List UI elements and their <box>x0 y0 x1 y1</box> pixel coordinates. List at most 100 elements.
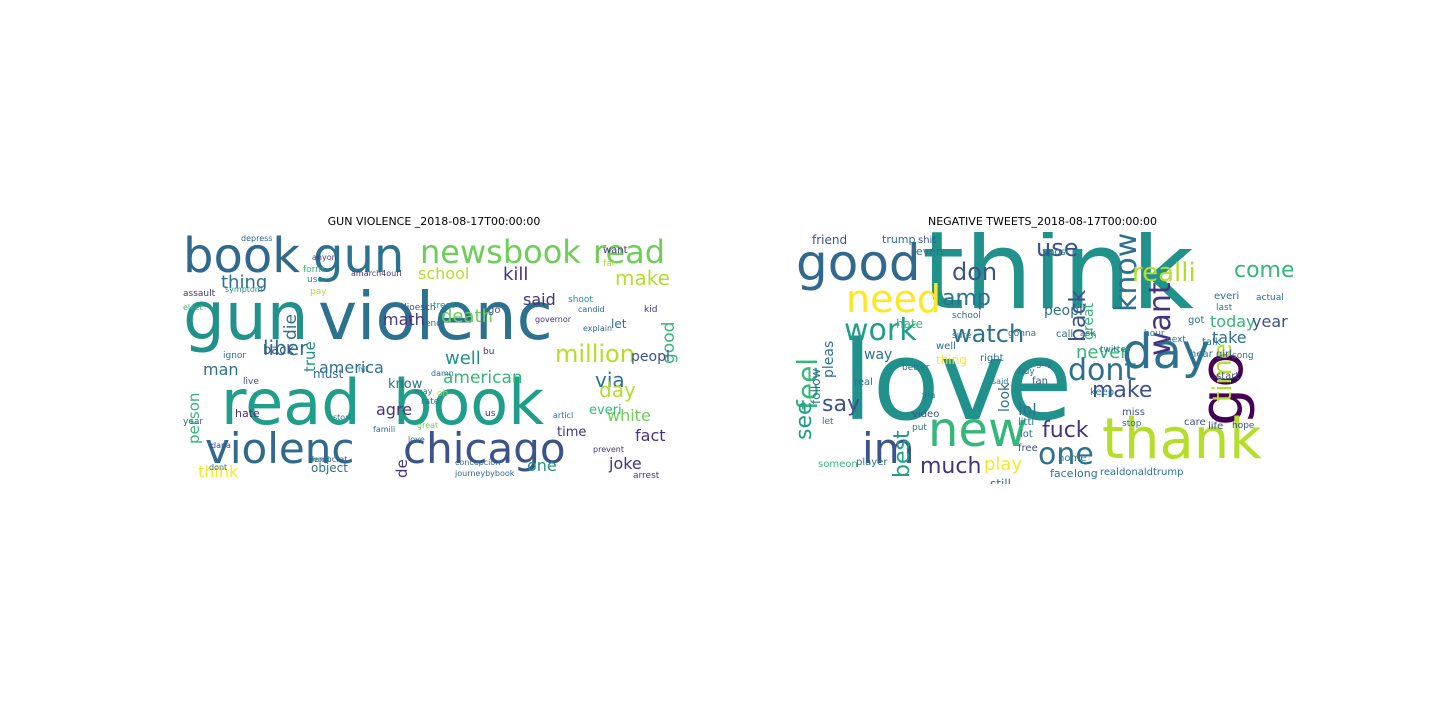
cloud-word: right <box>980 353 1004 364</box>
cloud-word: hope <box>1232 421 1255 431</box>
cloud-word: governor <box>535 315 572 324</box>
cloud-word: girl <box>1216 349 1233 360</box>
cloud-word: prevent <box>593 445 624 454</box>
cloud-word: talk <box>1202 337 1221 348</box>
cloud-word: articl <box>553 411 574 420</box>
cloud-word: one <box>1038 437 1094 472</box>
cloud-word: democrat <box>309 455 348 464</box>
cloud-word: journeybybook <box>455 469 515 478</box>
cloud-word: love <box>408 435 425 444</box>
cloud-word: joke <box>609 454 642 473</box>
cloud-word: everi <box>1214 291 1240 302</box>
cloud-word: lot <box>1020 429 1033 440</box>
cloud-word: depress <box>241 234 273 243</box>
cloud-word: stori <box>333 413 351 422</box>
cloud-word: us <box>485 409 496 419</box>
cloud-word: pleas <box>821 340 837 378</box>
cloud-word: way <box>864 347 893 363</box>
cloud-word: much <box>920 454 982 479</box>
cloud-word: realli <box>1132 258 1196 288</box>
cloud-word: pay <box>310 287 327 297</box>
cloud-word: real <box>854 377 873 388</box>
cloud-word: sure <box>952 331 972 341</box>
cloud-word: know <box>388 377 423 392</box>
cloud-word: well <box>936 341 956 352</box>
cloud-word: great <box>417 421 439 430</box>
cloud-word: face <box>1050 467 1074 480</box>
cloud-word: im <box>862 424 915 473</box>
cloud-word: back <box>263 343 294 358</box>
cloud-word: candid <box>578 305 605 314</box>
cloud-word: need <box>846 277 941 321</box>
cloud-word: good <box>796 234 921 292</box>
cloud-word: use <box>1036 234 1079 262</box>
cloud-word: watch <box>952 320 1025 348</box>
cloud-word: amp <box>942 286 991 311</box>
cloud-word: math <box>383 310 425 329</box>
cloud-word: amarch4ourl <box>351 269 402 278</box>
cloud-word: year <box>183 417 204 427</box>
cloud-word: ask <box>1080 329 1096 339</box>
cloud-word: america <box>319 358 384 377</box>
cloud-word: peopl <box>631 349 670 365</box>
cloud-word: via <box>595 368 625 392</box>
cloud-word: anyon <box>312 253 337 262</box>
cloud-word: make <box>615 266 670 290</box>
cloud-word: hour <box>1144 329 1165 339</box>
cloud-word: guy <box>1036 359 1053 369</box>
cloud-word: next <box>1166 335 1186 345</box>
cloud-word: everi <box>589 403 622 418</box>
cloud-word: use <box>307 275 323 285</box>
cloud-word: fuck <box>1042 418 1089 443</box>
cloud-word: twitter <box>1100 345 1130 355</box>
cloud-word: million <box>555 340 635 368</box>
cloud-word: death <box>441 306 493 327</box>
cloud-word: may <box>415 387 433 396</box>
cloud-word: got <box>1188 315 1205 326</box>
cloud-word: explain <box>583 324 613 333</box>
cloud-word: read <box>221 366 361 439</box>
cloud-word: long <box>1074 467 1098 480</box>
cloud-word: let <box>611 317 627 331</box>
cloud-word: white <box>607 406 651 425</box>
cloud-word: start <box>1216 371 1240 382</box>
cloud-word: object <box>311 461 348 475</box>
gun-violence-wordcloud: book gun newsbook read gun violenc read … <box>183 232 685 484</box>
cloud-word: put <box>912 423 927 433</box>
cloud-word: said <box>992 377 1009 386</box>
cloud-word: even <box>916 245 944 258</box>
cloud-word: dioesch <box>401 303 436 313</box>
cloud-word: love <box>842 317 1073 445</box>
cloud-word: peopl <box>1044 303 1083 319</box>
cloud-word: new <box>928 402 1028 458</box>
cloud-word: look <box>997 382 1013 412</box>
cloud-word: gonna <box>1008 329 1037 339</box>
cloud-word: don <box>952 258 998 286</box>
right-wordcloud-title: NEGATIVE TWEETS_2018-08-17T00:00:00 <box>927 215 1158 228</box>
cloud-word: let <box>822 417 834 427</box>
cloud-word: live <box>243 377 259 387</box>
cloud-word: go <box>488 305 501 316</box>
cloud-word: free <box>1018 443 1038 454</box>
cloud-word: see <box>792 401 817 440</box>
cloud-word: gun <box>183 278 309 355</box>
cloud-word: day <box>1122 324 1211 380</box>
cloud-word: end <box>425 319 442 329</box>
cloud-word: school <box>952 311 981 321</box>
cloud-word: thing <box>221 272 268 293</box>
cloud-word: fan <box>1032 376 1048 387</box>
cloud-word: damn <box>431 369 454 378</box>
cloud-word: de <box>393 459 411 478</box>
cloud-word: school <box>418 264 470 283</box>
cloud-word: still <box>990 477 1011 484</box>
cloud-word: newsbook <box>420 233 581 271</box>
cloud-word: shit <box>918 235 937 246</box>
cloud-word: rate <box>421 397 440 407</box>
cloud-word: dont <box>209 463 228 472</box>
cloud-word: stop <box>1122 419 1142 429</box>
cloud-word: song <box>1232 351 1254 361</box>
cloud-word: trump <box>882 233 916 246</box>
cloud-word: take <box>1212 328 1247 347</box>
cloud-word: buy <box>1018 367 1035 377</box>
cloud-word: agre <box>376 400 413 419</box>
